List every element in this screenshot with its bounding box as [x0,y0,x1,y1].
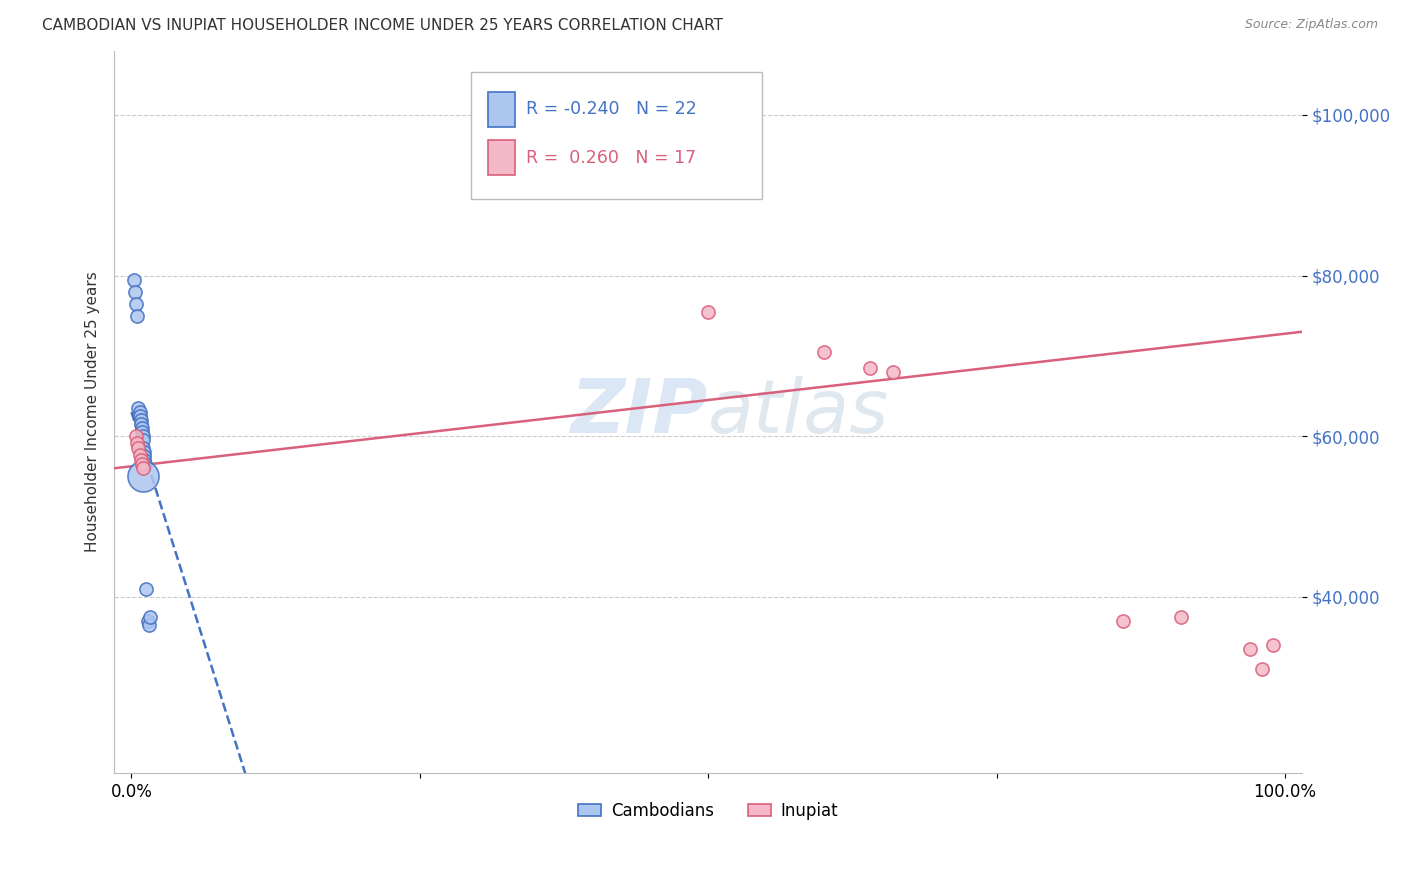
FancyBboxPatch shape [488,92,515,127]
Point [1263,638,1285,652]
Point [697,304,720,318]
Point [129,453,152,467]
Text: R = -0.240   N = 22: R = -0.240 N = 22 [526,100,697,119]
Point [125,296,148,310]
Point [138,618,160,632]
Point [1239,642,1261,657]
Text: CAMBODIAN VS INUPIAT HOUSEHOLDER INCOME UNDER 25 YEARS CORRELATION CHART: CAMBODIAN VS INUPIAT HOUSEHOLDER INCOME … [42,18,723,33]
Point [124,285,146,299]
Text: ZIP: ZIP [571,376,709,449]
Point [131,425,153,439]
Point [662,172,685,186]
Point [128,448,150,462]
FancyBboxPatch shape [471,72,762,199]
Point [129,417,152,431]
Point [134,457,156,471]
Text: Source: ZipAtlas.com: Source: ZipAtlas.com [1244,18,1378,31]
FancyBboxPatch shape [488,140,515,175]
Point [1170,610,1192,624]
Point [136,614,159,628]
Point [134,445,156,459]
Point [132,441,155,455]
Point [125,429,148,443]
Point [139,610,162,624]
Point [122,272,145,286]
Legend: Cambodians, Inupiat: Cambodians, Inupiat [571,795,845,827]
Point [132,429,155,443]
Point [128,405,150,419]
Point [134,449,156,463]
Point [131,457,153,471]
Point [813,344,835,359]
Text: R =  0.260   N = 17: R = 0.260 N = 17 [526,149,696,167]
Point [129,413,152,427]
Point [131,421,153,435]
Point [132,433,155,447]
Point [127,401,149,415]
Text: atlas: atlas [709,376,890,448]
Point [859,360,882,375]
Point [127,441,149,455]
Point [132,469,155,483]
Point [882,365,904,379]
Point [128,409,150,423]
Point [135,582,157,596]
Point [127,435,149,450]
Y-axis label: Householder Income Under 25 years: Householder Income Under 25 years [86,272,100,552]
Point [127,309,149,323]
Point [134,453,156,467]
Point [1112,614,1135,628]
Point [132,461,155,475]
Point [1250,662,1272,676]
